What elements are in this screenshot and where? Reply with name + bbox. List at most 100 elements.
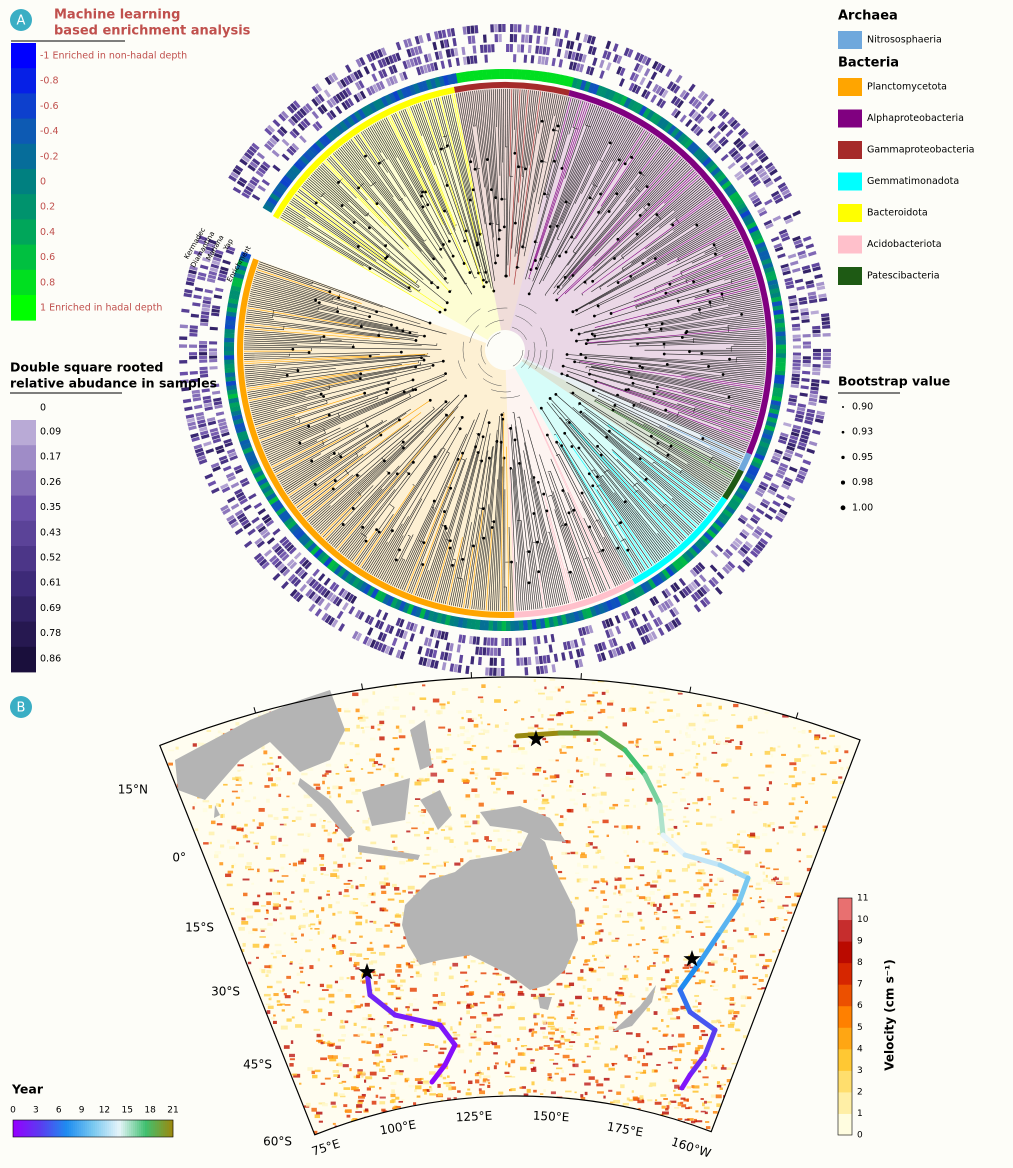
branch (325, 160, 450, 292)
velocity-cell (234, 776, 242, 780)
branch (445, 95, 471, 201)
velocity-cell (203, 842, 209, 845)
branch (519, 416, 561, 606)
branch (607, 424, 717, 504)
branch (356, 531, 380, 565)
velocity-cell (759, 861, 762, 864)
abundance-cell (812, 333, 821, 338)
velocity-cell (702, 1076, 709, 1079)
abundance-cell (760, 155, 769, 164)
abundance-cell (259, 528, 269, 536)
velocity-cell (477, 820, 480, 825)
abundance-cell (314, 595, 322, 605)
bootstrap-node (377, 530, 381, 534)
velocity-cell (416, 1095, 421, 1098)
bootstrap-node (443, 524, 447, 528)
velocity-cell (175, 746, 179, 750)
velocity-cell (360, 1003, 364, 1007)
velocity-cell (397, 973, 401, 977)
bootstrap-node (656, 441, 660, 445)
branch (343, 489, 396, 556)
branch (574, 361, 763, 394)
branch (657, 533, 673, 551)
velocity-cell (317, 1008, 323, 1013)
bootstrap-node (313, 482, 317, 486)
velocity-cell (321, 824, 326, 829)
bootstrap-node (615, 192, 619, 196)
abundance-cell (265, 519, 275, 527)
velocity-cell (533, 1089, 537, 1093)
branch (685, 255, 749, 280)
branch (525, 99, 578, 280)
velocity-cell (844, 750, 849, 754)
abundance-cell (788, 298, 798, 303)
velocity-cell (434, 1045, 439, 1049)
bootstrap-node (487, 456, 491, 460)
velocity-cell (371, 1050, 379, 1054)
branch (677, 257, 680, 262)
velocity-cell (456, 1001, 461, 1005)
enrichment-cell (274, 185, 286, 195)
bootstrap-node (464, 229, 468, 233)
bootstrap-node (662, 342, 666, 346)
velocity-cell (486, 1017, 492, 1022)
abundance-cell (332, 583, 340, 593)
branch (522, 92, 550, 247)
abundance-cell (266, 124, 276, 133)
bootstrap-node (461, 557, 465, 561)
velocity-cell (696, 808, 700, 812)
bootstrap-node (638, 457, 642, 461)
velocity-cell (677, 918, 683, 920)
velocity-cell (464, 820, 469, 825)
velocity-cell (422, 1080, 429, 1083)
velocity-cell (673, 825, 678, 829)
branch (635, 146, 669, 188)
velocity-cell (257, 868, 260, 873)
velocity-cell (822, 828, 828, 832)
velocity-cell (569, 780, 574, 784)
velocity-cell (664, 894, 671, 899)
enrichment-cell (297, 532, 309, 544)
velocity-cell (695, 999, 698, 1003)
velocity-cell (481, 961, 484, 964)
bootstrap-node (340, 204, 344, 207)
velocity-cell (274, 943, 282, 947)
velocity-cell (440, 992, 446, 996)
abundance-cell (619, 67, 626, 77)
velocity-cell (342, 1064, 349, 1068)
velocity-cell (767, 771, 775, 774)
velocity-cell (544, 686, 547, 690)
velocity-cell (659, 1048, 666, 1050)
branch (403, 542, 425, 591)
abundance-cell (188, 425, 197, 431)
velocity-cell (412, 706, 416, 711)
enrichment-cell (649, 112, 659, 124)
velocity-cell (314, 928, 320, 930)
branch (601, 454, 682, 543)
velocity-cell (382, 1077, 389, 1080)
velocity-cell (663, 954, 670, 958)
abundance-cell (279, 550, 288, 559)
velocity-cell (266, 798, 270, 803)
branch (344, 144, 434, 259)
abundance-cell (221, 486, 231, 493)
abundance-cell (349, 73, 357, 82)
velocity-cell (702, 756, 707, 761)
branch (337, 412, 340, 418)
abundance-cell (596, 653, 603, 663)
abundance-cell (597, 642, 604, 652)
branch (552, 491, 589, 598)
abundance-cell (792, 327, 801, 331)
velocity-cell (635, 1076, 638, 1080)
velocity-cell (333, 1092, 338, 1097)
velocity-cell (582, 803, 587, 808)
branch (457, 93, 472, 162)
velocity-cell (354, 744, 360, 748)
bootstrap-node (414, 339, 418, 342)
velocity-cell (382, 865, 385, 869)
velocity-cell (618, 1004, 622, 1007)
abundance-cell (220, 428, 229, 434)
velocity-cell (747, 717, 753, 722)
branch (567, 354, 766, 370)
branch (632, 383, 758, 417)
